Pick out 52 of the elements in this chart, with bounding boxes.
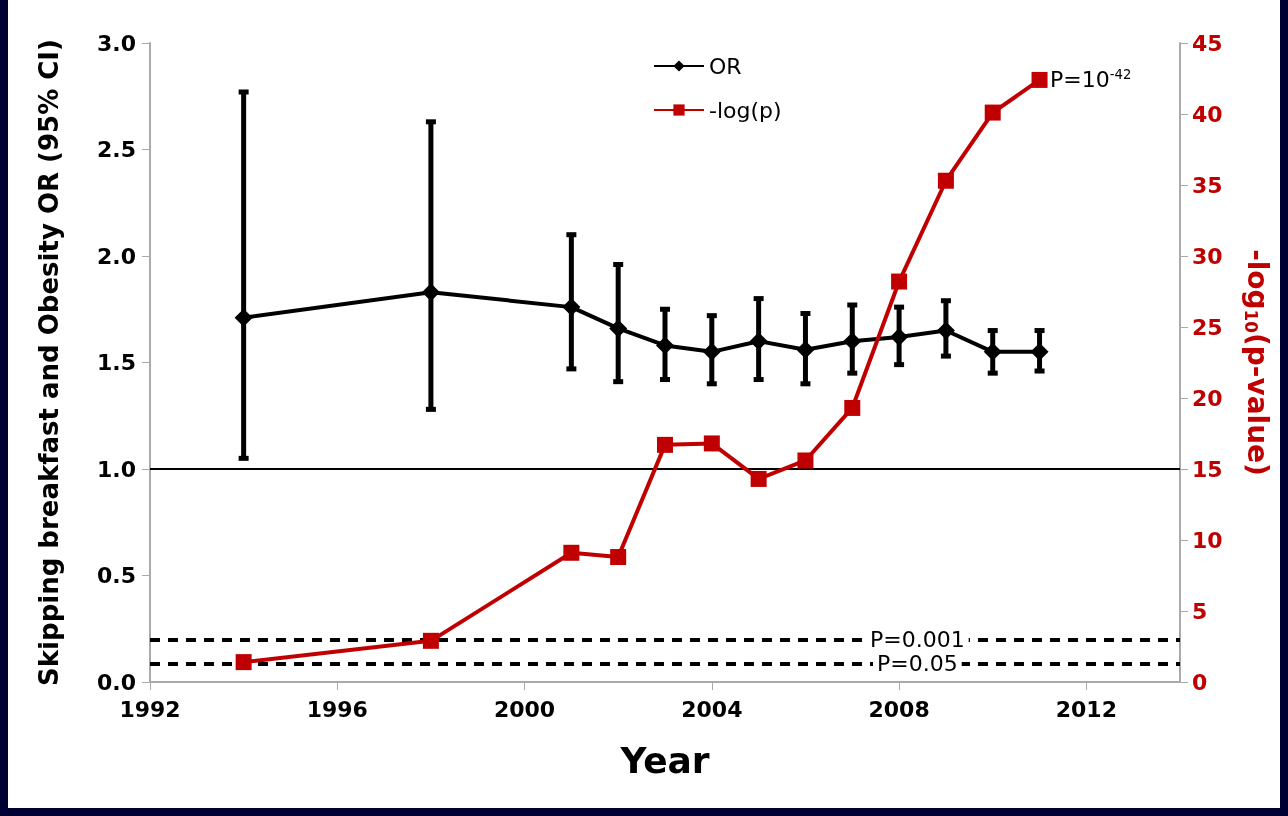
y-axis-title: Skipping breakfast and Obesity OR (95% CI) <box>34 39 64 686</box>
y2-axis-title: -log10(p-value) <box>1240 249 1274 476</box>
point <box>610 549 627 566</box>
point <box>749 332 768 351</box>
x-tick-label: 2000 <box>493 696 556 722</box>
point <box>1031 71 1048 88</box>
y2-tick-label: 5 <box>1192 598 1208 624</box>
point <box>421 283 440 302</box>
y2-tick-label: 25 <box>1192 314 1223 340</box>
y2-tick-label: 20 <box>1192 385 1223 411</box>
point <box>234 308 253 327</box>
y2-tick-label: 45 <box>1192 30 1223 56</box>
y-tick-label: 1.5 <box>97 350 136 375</box>
y-tick-label: 2.0 <box>97 243 136 269</box>
y-tick-label: 0.0 <box>97 669 136 695</box>
point <box>657 436 673 453</box>
annotation: P=0.05 <box>877 651 958 677</box>
point <box>702 342 721 361</box>
point <box>750 470 767 487</box>
legend-label: OR <box>709 53 742 79</box>
point <box>936 321 955 340</box>
y-tick-label: 1.0 <box>97 456 136 482</box>
point <box>235 654 252 671</box>
y2-tick-label: 30 <box>1192 243 1223 269</box>
point <box>703 435 720 452</box>
point <box>656 336 674 355</box>
point <box>844 399 861 416</box>
y2-tick-label: 15 <box>1192 456 1223 482</box>
x-tick-label: 2004 <box>681 696 743 722</box>
point <box>984 104 1001 121</box>
x-tick-label: 1996 <box>306 696 368 722</box>
point <box>891 273 908 290</box>
y-tick-label: 3.0 <box>97 30 136 56</box>
point <box>563 544 580 561</box>
x-tick-label: 2012 <box>1055 696 1117 722</box>
x-tick-label: 2008 <box>868 696 930 722</box>
point <box>797 452 814 469</box>
x-tick-label: 1992 <box>119 696 181 722</box>
y-tick-label: 2.5 <box>97 137 136 162</box>
point <box>937 172 954 189</box>
x-axis-title: Year <box>619 739 710 781</box>
point <box>983 342 1002 361</box>
y2-tick-label: 10 <box>1192 527 1223 553</box>
point <box>843 332 862 351</box>
point <box>609 319 628 338</box>
y2-tick-label: 35 <box>1192 172 1223 198</box>
y2-tick-label: 40 <box>1192 101 1223 127</box>
point <box>422 632 439 649</box>
y-tick-label: 0.5 <box>97 563 136 588</box>
annotation: P=0.001 <box>870 626 965 652</box>
legend-label: -log(p) <box>709 97 782 123</box>
y2-tick-label: 0 <box>1192 669 1208 695</box>
